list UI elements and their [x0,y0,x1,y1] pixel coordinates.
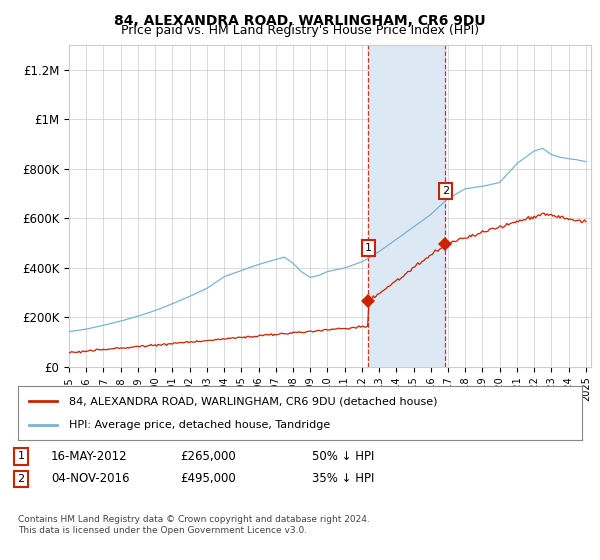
Text: 2: 2 [442,186,449,196]
Text: 1: 1 [17,451,25,461]
Text: 50% ↓ HPI: 50% ↓ HPI [312,450,374,463]
Text: 04-NOV-2016: 04-NOV-2016 [51,472,130,486]
Text: Contains HM Land Registry data © Crown copyright and database right 2024.
This d: Contains HM Land Registry data © Crown c… [18,515,370,535]
Text: £265,000: £265,000 [180,450,236,463]
Text: 2: 2 [17,474,25,484]
Text: 35% ↓ HPI: 35% ↓ HPI [312,472,374,486]
Text: 84, ALEXANDRA ROAD, WARLINGHAM, CR6 9DU: 84, ALEXANDRA ROAD, WARLINGHAM, CR6 9DU [114,14,486,28]
Text: 84, ALEXANDRA ROAD, WARLINGHAM, CR6 9DU (detached house): 84, ALEXANDRA ROAD, WARLINGHAM, CR6 9DU … [69,396,437,407]
Text: Price paid vs. HM Land Registry's House Price Index (HPI): Price paid vs. HM Land Registry's House … [121,24,479,37]
Bar [368,45,445,367]
Text: HPI: Average price, detached house, Tandridge: HPI: Average price, detached house, Tand… [69,419,330,430]
Text: £495,000: £495,000 [180,472,236,486]
Text: 16-MAY-2012: 16-MAY-2012 [51,450,128,463]
Text: 1: 1 [365,243,372,253]
